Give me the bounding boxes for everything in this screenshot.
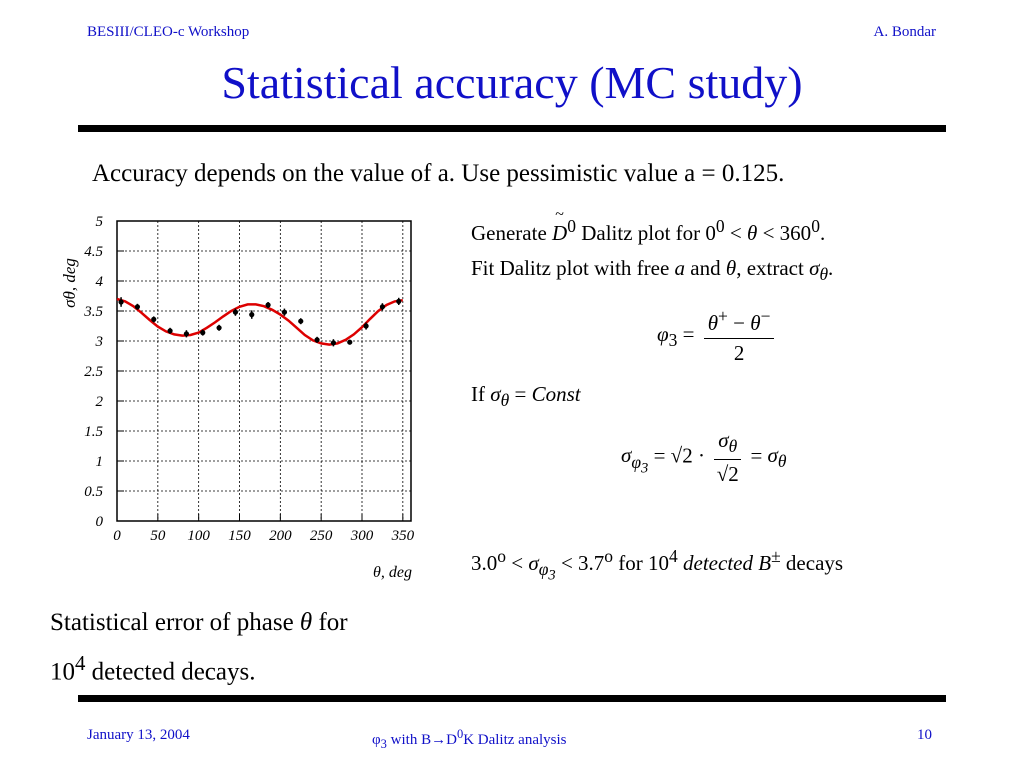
data-point xyxy=(232,309,239,315)
x-tick-label: 150 xyxy=(228,528,251,544)
data-point xyxy=(249,312,255,318)
x-tick-label: 250 xyxy=(310,528,333,544)
y-tick-label: 2 xyxy=(96,394,104,410)
data-point xyxy=(265,302,271,308)
data-point xyxy=(379,304,386,310)
y-tick-label: 4.5 xyxy=(84,244,103,260)
footer-page-number: 10 xyxy=(917,727,932,743)
x-tick-label: 300 xyxy=(350,528,374,544)
x-axis-label: θ, deg xyxy=(373,564,412,581)
y-tick-label: 0 xyxy=(96,514,104,530)
x-tick-label: 0 xyxy=(113,528,121,544)
header-author: A. Bondar xyxy=(873,24,937,40)
data-point xyxy=(330,340,337,346)
y-tick-label: 0.5 xyxy=(84,484,103,500)
if-line: If σθ = Const xyxy=(471,382,581,411)
y-tick-label: 2.5 xyxy=(84,364,103,380)
data-point xyxy=(396,298,402,304)
data-point xyxy=(347,339,353,345)
data-point xyxy=(200,330,206,336)
data-point xyxy=(314,337,320,343)
data-point xyxy=(134,304,141,310)
y-tick-label: 3 xyxy=(95,334,104,350)
x-tick-label: 200 xyxy=(269,528,292,544)
x-tick-label: 350 xyxy=(391,528,415,544)
y-tick-label: 5 xyxy=(96,214,104,230)
generate-line: Generate D0 Dalitz plot for 00 < θ < 360… xyxy=(471,206,825,246)
caption-line-1: Statistical error of phase θ for xyxy=(50,609,348,636)
y-tick-label: 3.5 xyxy=(83,304,103,320)
bottom-divider xyxy=(78,695,946,702)
data-point xyxy=(167,328,173,334)
x-tick-label: 50 xyxy=(150,528,166,544)
header-workshop: BESIII/CLEO-c Workshop xyxy=(87,24,250,40)
data-point xyxy=(151,316,157,322)
caption-line-2: 104 detected decays. xyxy=(50,651,256,686)
sigma-theta-chart: 0 0.5 1 1.5 2 2.5 3 3.5 4 4.5 5 0 50 100 150 200 250 300… xyxy=(60,214,415,581)
result-line: 3.0o < σφ3 < 3.7o for 104 detected B± de… xyxy=(471,546,844,584)
fit-curve xyxy=(116,297,403,346)
x-tick-label: 100 xyxy=(187,528,210,544)
y-tick-label: 1.5 xyxy=(84,424,103,440)
footer-talk-title: φ3 with B→D0K Dalitz analysis xyxy=(372,727,567,751)
y-axis-label: σθ, deg xyxy=(60,258,79,308)
intro-text: Accuracy depends on the value of a. Use … xyxy=(92,160,785,187)
phi3-equation: φ3 = θ+ − θ− 2 xyxy=(657,306,778,366)
data-point xyxy=(118,299,124,305)
data-point xyxy=(216,325,222,331)
footer-date: January 13, 2004 xyxy=(87,727,190,743)
figure-caption: Statistical error of phase θ for 104 det… xyxy=(50,603,348,692)
fit-line: Fit Dalitz plot with free a and θ, extra… xyxy=(471,256,834,285)
data-point xyxy=(363,323,369,329)
sigma-equation: σφ3 = √2 · σθ √2 = σθ xyxy=(621,428,787,487)
data-point xyxy=(183,331,190,337)
data-point xyxy=(298,318,304,324)
top-divider xyxy=(78,125,946,132)
data-point xyxy=(281,309,288,315)
slide-title: Statistical accuracy (MC study) xyxy=(221,57,803,108)
y-tick-label: 4 xyxy=(96,274,104,290)
y-tick-label: 1 xyxy=(96,454,104,470)
